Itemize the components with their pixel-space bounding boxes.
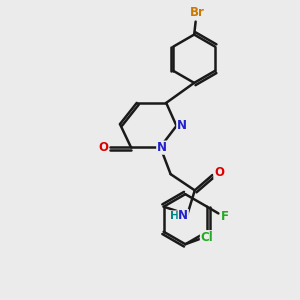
Text: N: N (177, 119, 187, 132)
Text: Br: Br (190, 6, 205, 19)
Text: O: O (98, 141, 108, 154)
Text: F: F (220, 210, 228, 223)
Text: N: N (157, 141, 167, 154)
Text: N: N (178, 209, 188, 223)
Text: Cl: Cl (200, 231, 213, 244)
Text: H: H (169, 211, 179, 221)
Text: O: O (214, 166, 224, 178)
